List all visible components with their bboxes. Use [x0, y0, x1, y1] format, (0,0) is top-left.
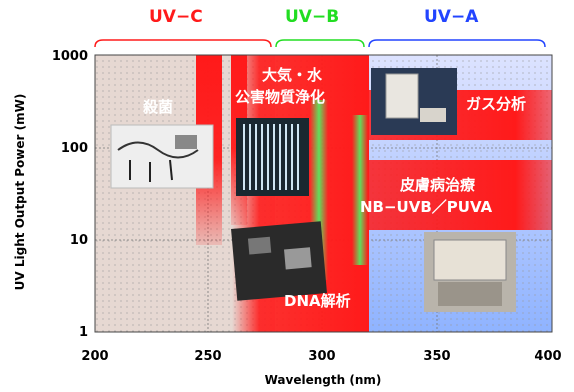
exposure-unit-photo: [424, 232, 516, 312]
uva-bracket: [368, 39, 546, 48]
plot-frame: [94, 54, 553, 333]
dna-analysis-label: DNA解析: [284, 292, 351, 310]
purification-label-1: 大気・水: [262, 66, 323, 84]
x-tick-250: 250: [194, 349, 221, 364]
uva-band-label: UV−A: [424, 7, 479, 27]
x-tick-350: 350: [423, 349, 450, 364]
y-axis-label: UV Light Output Power (mW): [13, 94, 27, 291]
x-tick-200: 200: [81, 349, 108, 364]
lamp-grid-photo: [236, 118, 309, 196]
y-tick-100: 100: [61, 141, 88, 156]
x-tick-400: 400: [534, 349, 561, 364]
gas-analysis-label: ガス分析: [466, 95, 526, 113]
purification-label-2: 公害物質浄化: [235, 88, 325, 106]
uvc-band-label: UV−C: [149, 7, 203, 27]
uvb-green-glow-2: [352, 115, 368, 265]
therapy-region: [369, 160, 552, 230]
analyzer-device-photo: [371, 68, 457, 135]
uvc-bracket: [94, 39, 272, 48]
uvb-bracket: [275, 39, 365, 48]
circuit-board-photo: [231, 221, 327, 301]
therapy-label-2: NB−UVB／PUVA: [360, 198, 493, 216]
uvb-band-label: UV−B: [285, 7, 339, 27]
sterilization-label: 殺菌: [142, 98, 173, 116]
therapy-label-1: 皮膚病治療: [400, 176, 476, 194]
x-tick-300: 300: [308, 349, 335, 364]
x-axis-label: Wavelength (nm): [265, 373, 382, 387]
sterilizer-lamp-photo: [110, 124, 214, 189]
y-tick-1000: 1000: [52, 49, 88, 64]
y-tick-10: 10: [70, 233, 88, 248]
y-tick-1: 1: [79, 325, 88, 340]
